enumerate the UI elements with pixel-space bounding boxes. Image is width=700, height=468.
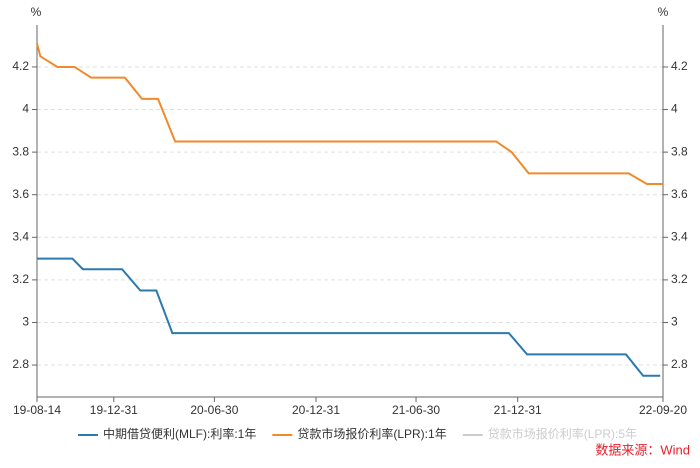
y2-tick-label: 2.8 <box>671 357 688 371</box>
y2-tick-label: 3.2 <box>671 272 688 286</box>
y-tick-label: 3 <box>22 315 29 329</box>
y-tick-label: 2.8 <box>12 357 29 371</box>
line <box>37 257 661 377</box>
x-tick-label: 21-06-30 <box>392 403 440 417</box>
source: 数据来源：Wind <box>595 442 690 457</box>
y2-tick-label: 4 <box>671 102 678 116</box>
y-tick-label: 3.2 <box>12 272 29 286</box>
x-tick-label: 19-08-14 <box>13 403 61 417</box>
x-tick-label: 20-12-31 <box>292 403 340 417</box>
x-tick-label: 21-12-31 <box>494 403 542 417</box>
legend-label: 贷款市场报价利率(LPR):1年 <box>297 426 446 441</box>
y2-tick-label: 3.8 <box>671 144 688 158</box>
y-unit: % <box>31 5 42 19</box>
y-tick-label: 3.8 <box>12 144 29 158</box>
y-tick-label: 3.4 <box>12 229 29 243</box>
x-tick-label: 22-09-20 <box>639 403 687 417</box>
y-tick-label: 4.2 <box>12 59 29 73</box>
y2-tick-label: 3.4 <box>671 229 688 243</box>
y2-unit: % <box>658 5 669 19</box>
y2-tick-label: 3.6 <box>671 187 688 201</box>
y-tick-label: 3.6 <box>12 187 29 201</box>
legend-label: 中期借贷便利(MLF):利率:1年 <box>103 426 256 441</box>
legend-label: 贷款市场报价利率(LPR):5年 <box>488 426 637 441</box>
y2-tick-label: 4.2 <box>671 59 688 73</box>
line <box>36 43 663 186</box>
x-tick-label: 19-12-31 <box>90 403 138 417</box>
x-tick-label: 20-06-30 <box>190 403 238 417</box>
y2-tick-label: 3 <box>671 315 678 329</box>
y-tick-label: 4 <box>22 102 29 116</box>
